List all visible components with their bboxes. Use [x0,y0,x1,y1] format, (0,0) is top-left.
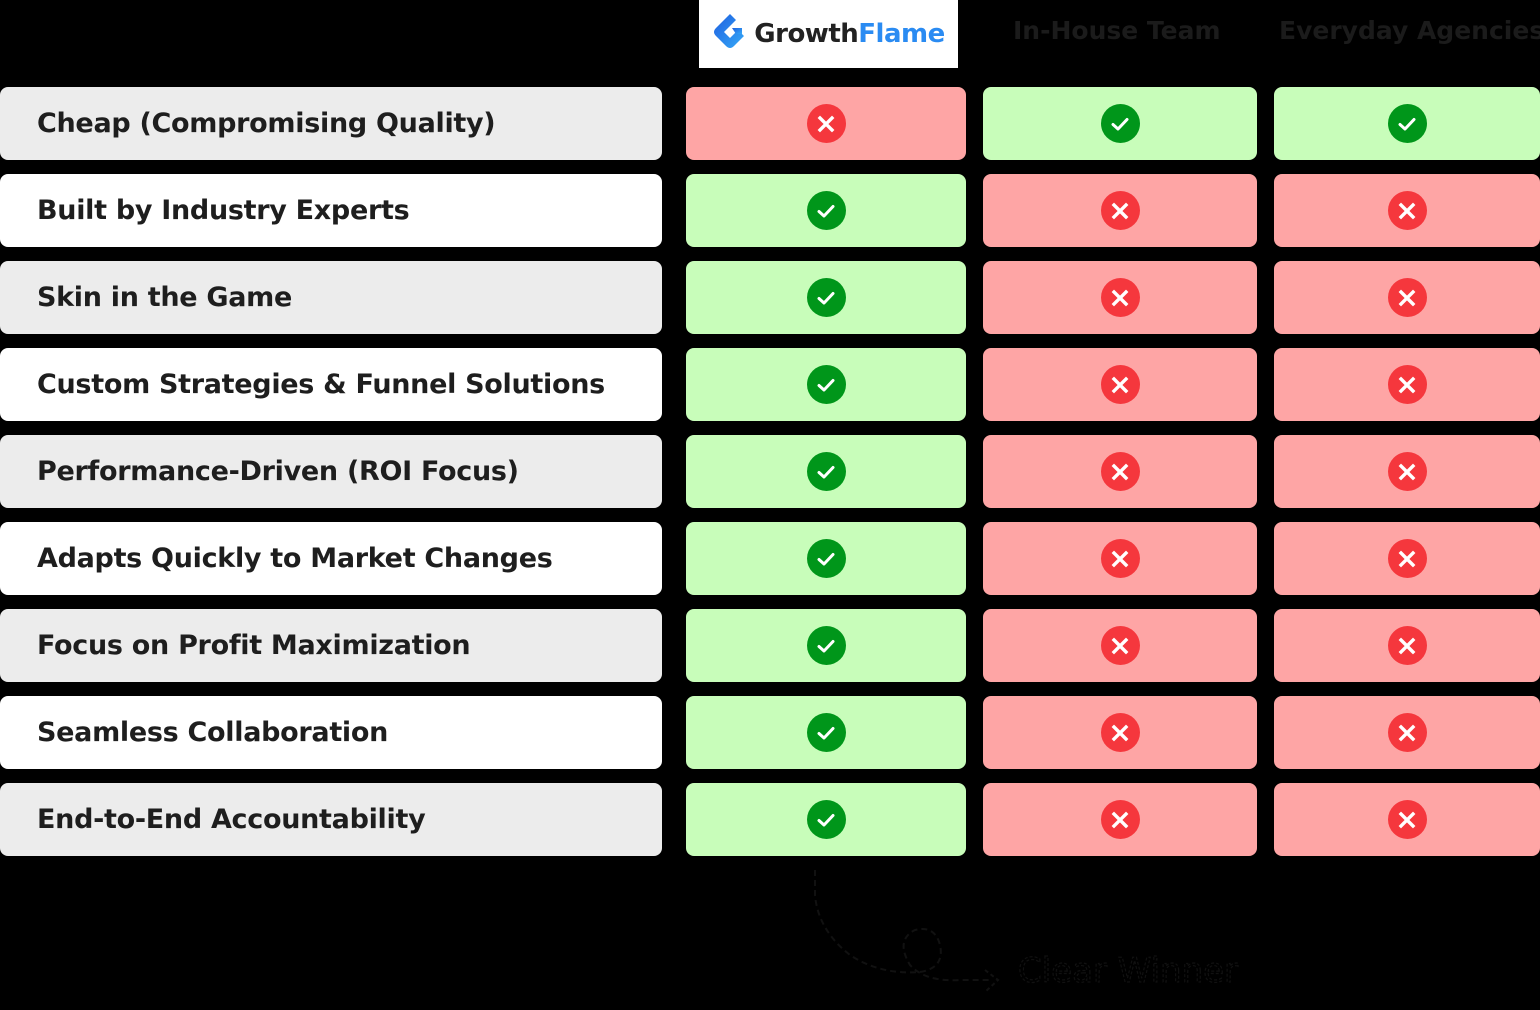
cross-circle-icon [1387,800,1427,839]
feature-label: Cheap (Compromising Quality) [0,87,662,160]
cross-circle-icon [1100,452,1140,491]
feature-label: Built by Industry Experts [0,174,662,247]
in-house-cell [983,522,1257,595]
comparison-row: Focus on Profit Maximization [0,609,1540,682]
in-house-cell [983,348,1257,421]
comparison-row: Skin in the Game [0,261,1540,334]
everyday-agencies-cell [1274,696,1540,769]
comparison-row: Cheap (Compromising Quality) [0,87,1540,160]
feature-label: Seamless Collaboration [0,696,662,769]
feature-label: Performance-Driven (ROI Focus) [0,435,662,508]
growthflame-cell [686,522,966,595]
in-house-cell [983,609,1257,682]
check-circle-icon [1100,104,1140,143]
growthflame-cell [686,174,966,247]
growthflame-cell [686,783,966,856]
feature-label: Adapts Quickly to Market Changes [0,522,662,595]
cross-circle-icon [1387,539,1427,578]
everyday-agencies-cell [1274,174,1540,247]
check-circle-icon [806,365,846,404]
everyday-agencies-cell [1274,522,1540,595]
everyday-agencies-cell [1274,87,1540,160]
growthflame-cell [686,261,966,334]
comparison-row: Seamless Collaboration [0,696,1540,769]
cross-circle-icon [1100,713,1140,752]
growthflame-cell [686,609,966,682]
feature-label: Focus on Profit Maximization [0,609,662,682]
check-circle-icon [806,713,846,752]
comparison-row: Custom Strategies & Funnel Solutions [0,348,1540,421]
clear-winner-text: Clear Winner [1018,951,1238,991]
everyday-agencies-cell [1274,348,1540,421]
in-house-cell [983,435,1257,508]
comparison-row: Built by Industry Experts [0,174,1540,247]
cross-circle-icon [1387,713,1427,752]
growthflame-cell [686,435,966,508]
in-house-cell [983,174,1257,247]
in-house-cell [983,261,1257,334]
check-circle-icon [1387,104,1427,143]
everyday-agencies-cell [1274,435,1540,508]
check-circle-icon [806,452,846,491]
brand-name: GrowthFlame [754,19,945,49]
check-circle-icon [806,800,846,839]
growthflame-cell [686,87,966,160]
growthflame-cell [686,348,966,421]
cross-circle-icon [1100,800,1140,839]
comparison-row: Performance-Driven (ROI Focus) [0,435,1540,508]
everyday-agencies-cell [1274,609,1540,682]
cross-circle-icon [1100,539,1140,578]
in-house-cell [983,87,1257,160]
check-circle-icon [806,191,846,230]
feature-label: Skin in the Game [0,261,662,334]
cross-circle-icon [1387,191,1427,230]
cross-circle-icon [806,104,846,143]
cross-circle-icon [1100,278,1140,317]
comparison-row: End-to-End Accountability [0,783,1540,856]
everyday-agencies-cell [1274,783,1540,856]
cross-circle-icon [1387,278,1427,317]
growthflame-cell [686,696,966,769]
cross-circle-icon [1387,626,1427,665]
arrow-head-icon [984,969,1000,993]
dashed-arrow-path [814,870,990,982]
cross-circle-icon [1100,626,1140,665]
check-circle-icon [806,539,846,578]
in-house-cell [983,696,1257,769]
cross-circle-icon [1100,365,1140,404]
cross-circle-icon [1387,365,1427,404]
column-header-everyday-agencies: Everyday Agencies [1279,16,1540,45]
check-circle-icon [806,278,846,317]
cross-circle-icon [1100,191,1140,230]
growthflame-logo: GrowthFlame [699,0,958,68]
cross-circle-icon [1387,452,1427,491]
check-circle-icon [806,626,846,665]
brand-name-part2: Flame [858,19,945,49]
growthflame-logo-icon [712,12,748,57]
brand-name-part1: Growth [754,19,859,49]
everyday-agencies-cell [1274,261,1540,334]
in-house-cell [983,783,1257,856]
feature-label: Custom Strategies & Funnel Solutions [0,348,662,421]
feature-label: End-to-End Accountability [0,783,662,856]
comparison-row: Adapts Quickly to Market Changes [0,522,1540,595]
column-header-in-house: In-House Team [1013,16,1221,45]
